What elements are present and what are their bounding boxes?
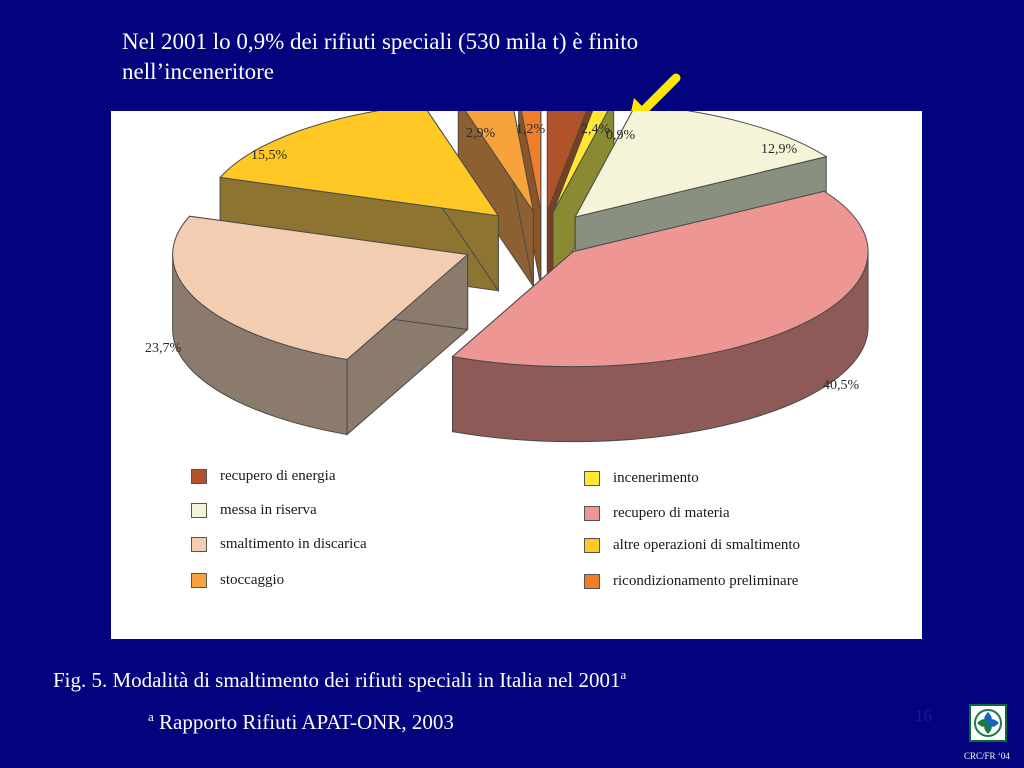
legend-swatch — [191, 536, 207, 552]
pie-slice-top — [552, 111, 609, 213]
legend-item-messa-riserva: messa in riserva — [191, 499, 317, 521]
legend-item-discarica: smaltimento in discarica — [191, 533, 367, 555]
legend-swatch — [191, 502, 207, 518]
pie-slice-top — [574, 111, 828, 218]
arrow-shaft — [637, 73, 681, 117]
legend-swatch — [584, 505, 600, 521]
legend-swatch — [584, 573, 600, 589]
legend-swatch — [584, 470, 600, 486]
footer-code: CRC/FR ‘04 — [964, 751, 1010, 761]
source-footnote-marker: a — [148, 709, 154, 724]
legend-item-altre-operazioni: altre operazioni di smaltimento — [584, 534, 800, 556]
crc-logo-icon — [969, 704, 1007, 742]
pie-slice — [451, 190, 869, 443]
source-note: a Rapporto Rifiuti APAT-ONR, 2003 — [148, 709, 454, 735]
legend-swatch — [191, 468, 207, 484]
legend-item-incenerimento: incenerimento — [584, 467, 699, 489]
pie-value-label: 1,2% — [516, 122, 546, 137]
legend-label: recupero di materia — [613, 504, 730, 521]
legend-swatch — [191, 572, 207, 588]
pie-chart: 2,4%0,9% 12,9% 40,5% 23,7% 15,5% 2,9% 1,2% — [145, 111, 869, 443]
pie-value-label: 2,4% — [581, 122, 611, 137]
pie-value-label: 12,9% — [761, 142, 798, 157]
source-text: Rapporto Rifiuti APAT-ONR, 2003 — [159, 710, 454, 734]
pie-slice — [457, 111, 534, 289]
legend-item-stoccaggio: stoccaggio — [191, 569, 284, 591]
legend-item-ricondizionamento: ricondizionamento preliminare — [584, 570, 798, 592]
pie-slice-top — [172, 215, 469, 361]
legend-label: messa in riserva — [220, 501, 317, 518]
pie-slice-top — [219, 111, 500, 217]
legend-label: altre operazioni di smaltimento — [613, 536, 801, 553]
pie-slice-top — [451, 190, 869, 368]
legend-label: ricondizionamento preliminare — [613, 572, 799, 589]
pie-value-label: 15,5% — [251, 148, 288, 163]
caption-text: Fig. 5. Modalità di smaltimento dei rifi… — [53, 668, 621, 692]
legend-label: incenerimento — [613, 469, 699, 486]
slide-title: Nel 2001 lo 0,9% dei rifiuti speciali (5… — [122, 29, 639, 84]
pie-slice — [552, 111, 615, 288]
legend-label: smaltimento in discarica — [220, 535, 367, 552]
pie-value-label: 0,9% — [606, 128, 636, 143]
crc-logo-graphic — [974, 709, 1002, 737]
legend-label: recupero di energia — [220, 467, 336, 484]
pie-value-label: 23,7% — [145, 341, 182, 356]
pie-slice-top — [520, 111, 542, 212]
legend-swatch — [584, 537, 600, 553]
pie-value-label: 40,5% — [823, 378, 860, 393]
legend-label: stoccaggio — [220, 571, 285, 588]
page-number: 16 — [915, 706, 932, 725]
pie-slice — [172, 215, 469, 436]
caption-footnote-marker: a — [620, 667, 627, 682]
legend-item-recupero-materia: recupero di materia — [584, 502, 730, 524]
chart-figure: 2,4% 0,9% 12,9% 40,5% 23,7% 15,5% 2,9% 1,2% rec… — [111, 111, 922, 639]
pie-value-label: 2,9% — [466, 126, 496, 141]
legend-item-recupero-energia: recupero di energia — [191, 465, 336, 487]
figure-caption: Fig. 5. Modalità di smaltimento dei rifi… — [53, 667, 626, 693]
pie-slice-top — [464, 111, 534, 212]
pie-slice-top — [546, 111, 587, 212]
